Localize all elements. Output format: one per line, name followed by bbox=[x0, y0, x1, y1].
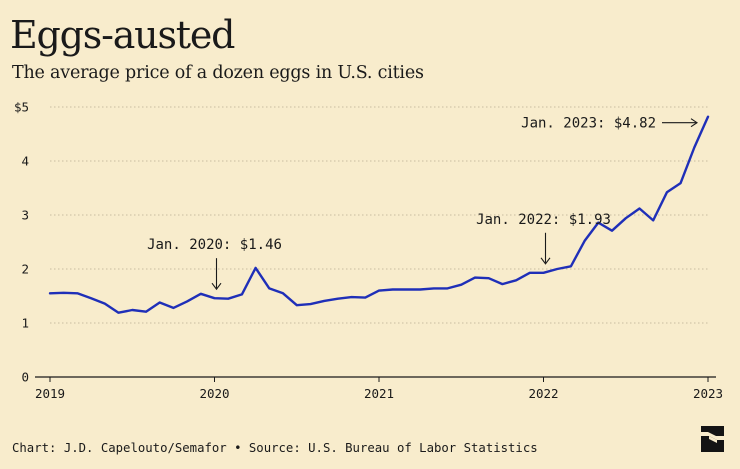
x-tick-label: 2020 bbox=[199, 386, 229, 401]
x-tick-label: 2019 bbox=[35, 386, 65, 401]
chart-title: Eggs-austed bbox=[10, 13, 235, 57]
y-tick-label: 1 bbox=[21, 316, 29, 331]
price-line bbox=[48, 115, 710, 314]
semafor-logo-icon bbox=[701, 426, 724, 452]
x-tick-label: 2021 bbox=[364, 386, 394, 401]
annotation-arrowhead bbox=[211, 282, 222, 291]
source-footer: Chart: J.D. Capelouto/Semafor • Source: … bbox=[12, 441, 538, 455]
x-tick-label: 2022 bbox=[528, 386, 558, 401]
annotation-arrowhead bbox=[540, 257, 551, 265]
chart-subtitle: The average price of a dozen eggs in U.S… bbox=[12, 63, 424, 83]
y-tick-label: 2 bbox=[21, 262, 29, 277]
y-tick-label: $5 bbox=[14, 100, 29, 115]
annotation-label: Jan. 2020: $1.46 bbox=[147, 237, 282, 253]
y-tick-label: 3 bbox=[21, 208, 29, 223]
y-tick-label: 4 bbox=[21, 154, 29, 169]
annotation-arrowhead bbox=[690, 118, 698, 128]
x-tick-label: 2023 bbox=[693, 386, 723, 401]
annotation-label: Jan. 2023: $4.82 bbox=[521, 116, 656, 132]
y-tick-label: 0 bbox=[21, 370, 29, 385]
annotation-label: Jan. 2022: $1.93 bbox=[476, 212, 611, 228]
